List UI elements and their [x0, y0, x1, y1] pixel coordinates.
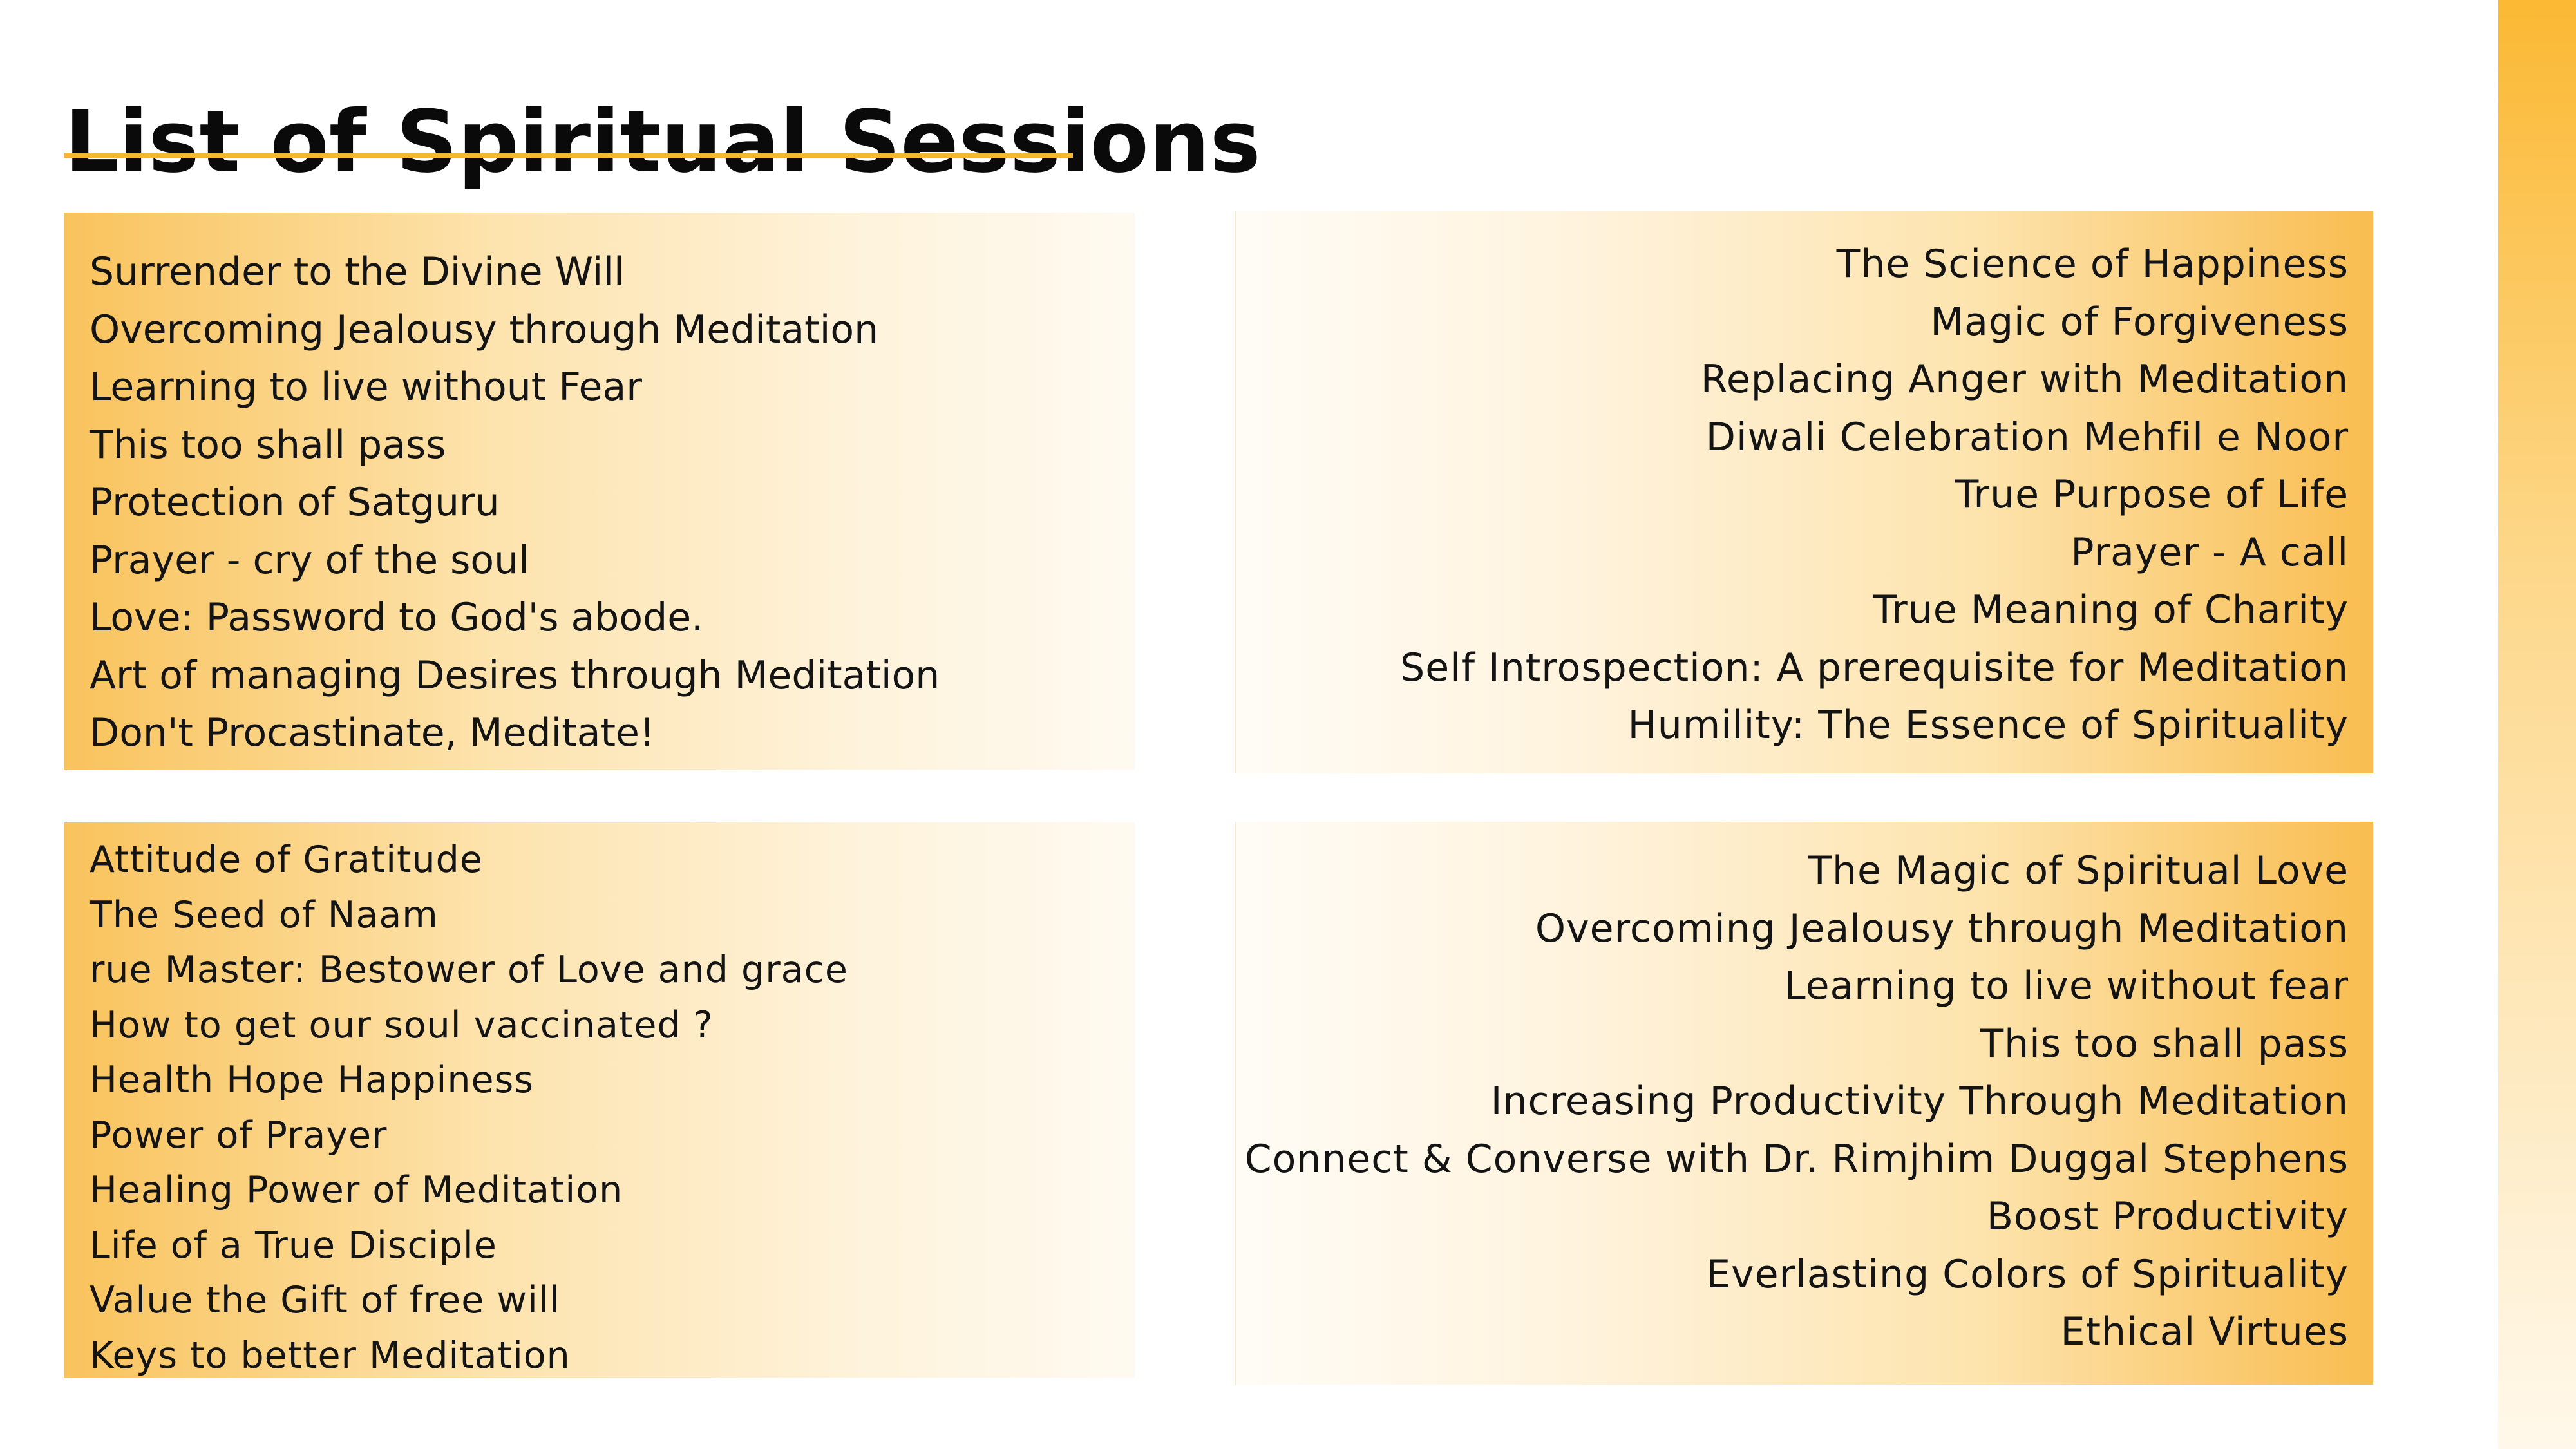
session-item: Healing Power of Meditation [90, 1169, 623, 1211]
session-item: Love: Password to God's abode. [90, 595, 704, 640]
session-item: Self Introspection: A prerequisite for M… [1400, 645, 2349, 690]
session-item: Life of a True Disciple [90, 1224, 497, 1267]
session-item: Overcoming Jealousy through Meditation [1535, 905, 2349, 951]
session-item: Don't Procastinate, Meditate! [90, 710, 656, 755]
session-item: Connect & Converse with Dr. Rimjhim Dugg… [1244, 1136, 2349, 1182]
session-list: The Science of Happiness Magic of Forgiv… [1236, 236, 2349, 755]
session-item: The Science of Happiness [1836, 242, 2349, 287]
session-item: Art of managing Desires through Meditati… [90, 652, 940, 698]
session-panel-top-left: Surrender to the Divine Will Overcoming … [64, 213, 1135, 770]
session-item: Ethical Virtues [2060, 1309, 2349, 1354]
session-item: Keys to better Meditation [90, 1334, 571, 1377]
session-list: Attitude of Gratitude The Seed of Naam r… [90, 833, 1135, 1378]
session-item: This too shall pass [90, 422, 446, 468]
title-underline [64, 153, 1073, 158]
session-item: Learning to live without fear [1784, 963, 2349, 1009]
session-item: Diwali Celebration Mehfil e Noor [1705, 414, 2349, 460]
decorative-side-band [2498, 0, 2576, 1449]
session-list: Surrender to the Divine Will Overcoming … [90, 243, 1135, 762]
session-item: How to get our soul vaccinated ? [90, 1003, 714, 1046]
session-panel-bottom-left: Attitude of Gratitude The Seed of Naam r… [64, 822, 1135, 1378]
session-item: The Magic of Spiritual Love [1808, 848, 2349, 893]
session-item: Prayer - cry of the soul [90, 537, 529, 583]
session-item: Everlasting Colors of Spirituality [1706, 1251, 2349, 1297]
session-item: Increasing Productivity Through Meditati… [1490, 1079, 2349, 1124]
session-item: Boost Productivity [1986, 1194, 2349, 1239]
session-item: Value the Gift of free will [90, 1279, 560, 1321]
session-item: Prayer - A call [2070, 529, 2349, 575]
page-title: List of Spiritual Sessions [64, 93, 1261, 193]
session-item: Protection of Satguru [90, 480, 500, 525]
session-item: Magic of Forgiveness [1930, 299, 2349, 345]
session-item: Overcoming Jealousy through Meditation [90, 307, 879, 352]
session-item: Replacing Anger with Meditation [1700, 357, 2349, 402]
session-item: This too shall pass [1980, 1021, 2349, 1066]
session-item: rue Master: Bestower of Love and grace [90, 949, 848, 991]
session-panel-top-right: The Science of Happiness Magic of Forgiv… [1235, 211, 2373, 773]
session-item: True Purpose of Life [1955, 472, 2349, 517]
session-item: Power of Prayer [90, 1113, 388, 1157]
session-item: Attitude of Gratitude [90, 838, 483, 881]
session-list: The Magic of Spiritual Love Overcoming J… [1236, 842, 2349, 1361]
session-item: True Meaning of Charity [1873, 587, 2349, 632]
session-item: Health Hope Happiness [90, 1059, 534, 1101]
session-panel-bottom-right: The Magic of Spiritual Love Overcoming J… [1235, 822, 2373, 1385]
session-item: Learning to live without Fear [90, 365, 642, 410]
session-item: Surrender to the Divine Will [90, 249, 625, 294]
session-item: The Seed of Naam [90, 893, 439, 936]
session-item: Humility: The Essence of Spirituality [1627, 703, 2349, 748]
